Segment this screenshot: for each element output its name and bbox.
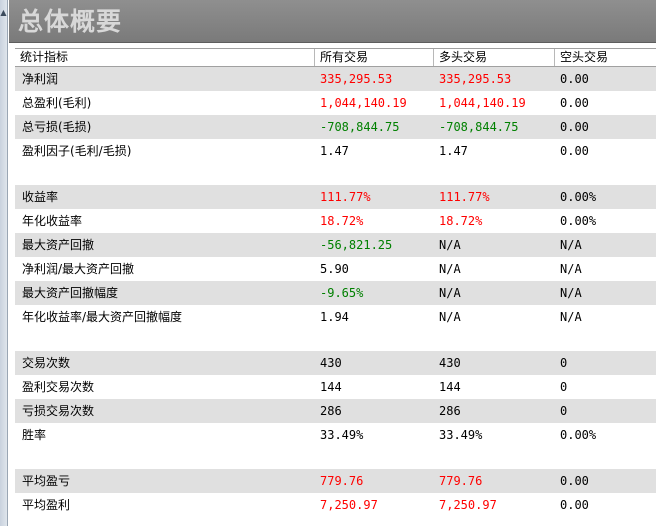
row-label: 净利润/最大资产回撤 [22,262,135,276]
table-row[interactable]: 净利润/最大资产回撤 5.90 N/A N/A [15,257,656,281]
value-short-trades: 0 [560,356,568,370]
value-short-trades: 0.00 [560,474,589,488]
row-label: 总盈利(毛利) [22,96,92,110]
value-long-trades: N/A [439,238,461,252]
value-all-trades: 1.47 [320,144,349,158]
row-label: 年化收益率 [22,214,83,228]
row-label: 最大资产回撤幅度 [22,286,119,300]
column-header-metric[interactable]: 统计指标 [15,49,315,66]
value-all-trades: 5.90 [320,262,349,276]
row-label: 总亏损(毛损) [22,120,92,134]
value-short-trades: N/A [560,238,582,252]
row-label: 收益率 [22,190,59,204]
value-all-trades: 335,295.53 [320,72,393,86]
value-long-trades: 7,250.97 [439,498,497,512]
value-short-trades: 0.00% [560,428,597,442]
row-label: 盈利交易次数 [22,380,95,394]
value-long-trades: 1.47 [439,144,468,158]
row-label: 亏损交易次数 [22,404,95,418]
value-short-trades: 0.00 [560,498,589,512]
value-short-trades: 0 [560,404,568,418]
table-row[interactable]: 亏损交易次数 286 286 0 [15,399,656,423]
value-long-trades: N/A [439,262,461,276]
table-row[interactable]: 交易次数 430 430 0 [15,351,656,375]
value-long-trades: 335,295.53 [439,72,512,86]
value-long-trades: 430 [439,356,461,370]
value-short-trades: 0.00 [560,120,589,134]
row-label: 胜率 [22,428,47,442]
value-long-trades: 33.49% [439,428,483,442]
row-label: 平均盈利 [22,498,71,512]
value-all-trades: 33.49% [320,428,364,442]
value-short-trades: 0.00 [560,96,589,110]
table-row[interactable]: 最大资产回撤幅度 -9.65% N/A N/A [15,281,656,305]
value-all-trades: 18.72% [320,214,364,228]
value-short-trades: N/A [560,262,582,276]
summary-table: 统计指标 所有交易 多头交易 空头交易 净利润 335,295.53 335,295… [15,48,656,517]
table-row[interactable]: 总盈利(毛利) 1,044,140.19 1,044,140.19 0.00 [15,91,656,115]
table-row[interactable]: 盈利因子(毛利/毛损) 1.47 1.47 0.00 [15,139,656,163]
summary-header: 总体概要 [9,0,656,43]
row-spacer [15,447,656,469]
row-label: 年化收益率/最大资产回撤幅度 [22,310,183,324]
value-all-trades: 286 [320,404,342,418]
table-row[interactable]: 盈利交易次数 144 144 0 [15,375,656,399]
value-short-trades: 0.00 [560,144,589,158]
table-row[interactable]: 年化收益率 18.72% 18.72% 0.00% [15,209,656,233]
row-label: 净利润 [22,72,59,86]
value-short-trades: 0 [560,380,568,394]
row-label: 平均盈亏 [22,474,71,488]
page-title: 总体概要 [18,7,123,36]
table-row[interactable]: 最大资产回撤 -56,821.25 N/A N/A [15,233,656,257]
column-header-long-trades[interactable]: 多头交易 [434,49,555,66]
value-all-trades: 1,044,140.19 [320,96,407,110]
row-label: 盈利因子(毛利/毛损) [22,144,132,158]
table-row[interactable]: 年化收益率/最大资产回撤幅度 1.94 N/A N/A [15,305,656,329]
value-long-trades: N/A [439,286,461,300]
row-label: 交易次数 [22,356,71,370]
scroll-up-arrow-icon[interactable]: ▲ [0,8,7,17]
column-header-all-trades[interactable]: 所有交易 [315,49,434,66]
table-row[interactable]: 收益率 111.77% 111.77% 0.00% [15,185,656,209]
value-all-trades: 430 [320,356,342,370]
table-header: 统计指标 所有交易 多头交易 空头交易 [15,48,656,67]
value-long-trades: 1,044,140.19 [439,96,526,110]
value-short-trades: 0.00 [560,72,589,86]
table-row[interactable]: 总亏损(毛损) -708,844.75 -708,844.75 0.00 [15,115,656,139]
value-all-trades: 779.76 [320,474,364,488]
value-long-trades: 18.72% [439,214,483,228]
value-all-trades: -56,821.25 [320,238,393,252]
table-row[interactable]: 净利润 335,295.53 335,295.53 0.00 [15,67,656,91]
table-row[interactable]: 平均盈利 7,250.97 7,250.97 0.00 [15,493,656,517]
column-header-short-trades[interactable]: 空头交易 [560,50,609,64]
value-all-trades: 1.94 [320,310,349,324]
value-long-trades: 286 [439,404,461,418]
value-long-trades: 144 [439,380,461,394]
value-short-trades: 0.00% [560,190,597,204]
value-all-trades: 144 [320,380,342,394]
table-row[interactable]: 平均盈亏 779.76 779.76 0.00 [15,469,656,493]
value-long-trades: -708,844.75 [439,120,519,134]
value-all-trades: -9.65% [320,286,364,300]
value-long-trades: 111.77% [439,190,490,204]
value-long-trades: N/A [439,310,461,324]
row-label: 最大资产回撤 [22,238,95,252]
value-all-trades: -708,844.75 [320,120,400,134]
value-short-trades: 0.00% [560,214,597,228]
value-all-trades: 111.77% [320,190,371,204]
left-scroll-strip[interactable]: ▲ [0,0,8,526]
row-spacer [15,163,656,185]
row-spacer [15,329,656,351]
table-body: 净利润 335,295.53 335,295.53 0.00 总盈利(毛利) 1,044,… [15,67,656,517]
table-row[interactable]: 胜率 33.49% 33.49% 0.00% [15,423,656,447]
value-long-trades: 779.76 [439,474,483,488]
value-short-trades: N/A [560,310,582,324]
value-short-trades: N/A [560,286,582,300]
value-all-trades: 7,250.97 [320,498,378,512]
